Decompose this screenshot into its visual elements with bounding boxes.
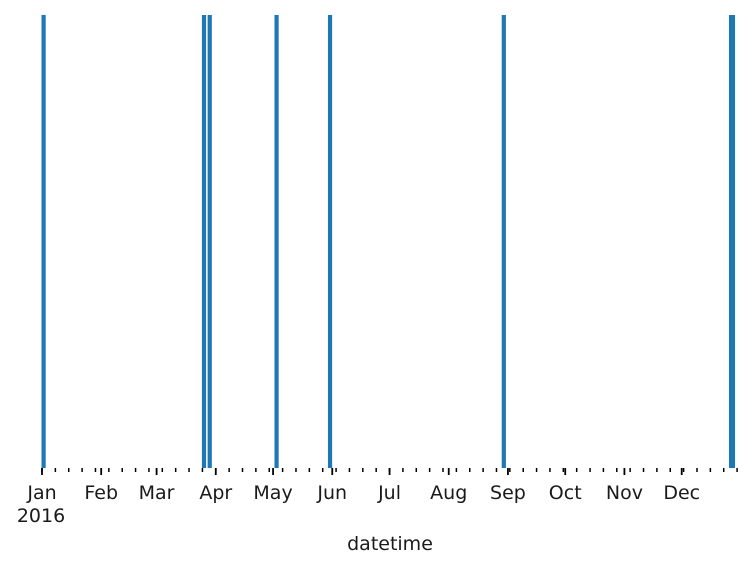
x-tick-label: Oct xyxy=(549,482,582,504)
x-tick-label: Aug xyxy=(430,482,467,504)
x-tick-label: Apr xyxy=(199,482,232,504)
year-label: 2016 xyxy=(17,505,65,527)
x-axis: Jan Feb Mar Apr May Jun Jul Aug Sep Oct Nov Dec xyxy=(26,468,738,504)
x-tick-label: Jan xyxy=(26,482,56,504)
bar xyxy=(201,15,207,468)
x-tick-label: Jun xyxy=(316,482,347,504)
x-tick-label: Dec xyxy=(663,482,700,504)
bar xyxy=(207,15,212,468)
x-tick-label: Nov xyxy=(606,482,643,504)
bar xyxy=(41,15,46,468)
x-tick-label: Feb xyxy=(84,482,118,504)
bar xyxy=(327,15,333,468)
x-tick-label: May xyxy=(253,482,292,504)
x-tick-label: Jul xyxy=(377,482,401,504)
bar xyxy=(730,15,736,468)
bars-layer xyxy=(41,15,736,468)
x-axis-label: datetime xyxy=(347,533,433,555)
x-tick-label: Sep xyxy=(490,482,526,504)
bar xyxy=(501,15,506,468)
x-tick-label: Mar xyxy=(139,482,175,504)
bar xyxy=(274,15,279,468)
